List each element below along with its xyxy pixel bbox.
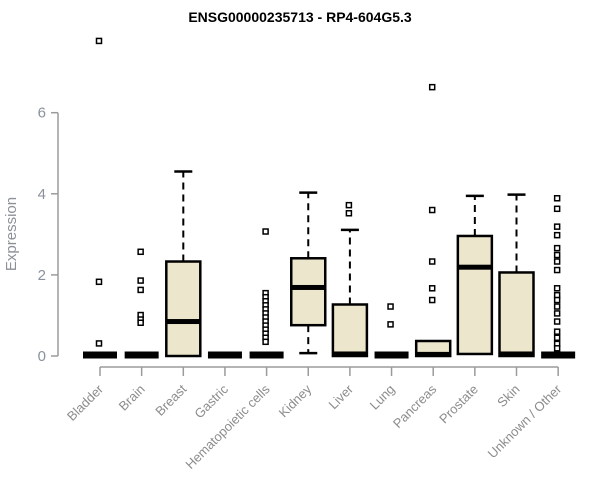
outlier-point	[553, 303, 561, 310]
outlier-point	[553, 328, 561, 335]
outlier-point	[428, 285, 436, 292]
outlier-point	[553, 244, 561, 252]
y-tick-label: 0	[38, 348, 46, 365]
outlier-point	[262, 228, 269, 235]
outlier-point	[428, 206, 436, 214]
box-Gastric	[207, 351, 242, 359]
outlier-point	[137, 277, 144, 284]
outlier-point	[553, 205, 561, 213]
x-category-label: Breast	[152, 381, 189, 418]
x-category-label: Unknown / Other	[485, 381, 565, 461]
median-line	[499, 351, 534, 357]
outlier-point	[553, 266, 561, 274]
x-category-label: Bladder	[64, 381, 107, 424]
outlier-point	[553, 195, 561, 202]
x-category-label: Prostate	[436, 382, 481, 427]
y-axis-label: Expression	[3, 197, 20, 271]
median-line	[416, 351, 451, 357]
outlier-point	[553, 345, 561, 352]
box-Lung	[374, 351, 409, 359]
x-category-label: Pancreas	[390, 381, 440, 431]
outlier-point	[262, 338, 269, 346]
outlier-point	[428, 258, 436, 265]
outlier-point	[137, 319, 144, 326]
outlier-point	[553, 223, 561, 230]
outlier-point	[553, 310, 561, 317]
median-line	[457, 264, 492, 270]
box-Unknown / Other	[541, 351, 576, 359]
x-category-label: Gastric	[191, 381, 231, 421]
y-tick-label: 4	[38, 186, 46, 203]
chart-title: ENSG00000235713 - RP4-604G5.3	[188, 9, 412, 25]
y-tick-label: 6	[38, 105, 46, 122]
box-Brain	[124, 351, 159, 359]
outlier-point	[428, 296, 436, 304]
outlier-point	[345, 210, 353, 217]
y-tick-label: 2	[38, 267, 46, 284]
outlier-point	[553, 258, 561, 265]
outlier-point	[387, 321, 394, 328]
x-category-label: Brain	[116, 382, 148, 414]
median-line	[166, 319, 201, 325]
x-category-label: Skin	[494, 382, 522, 410]
outlier-point	[137, 248, 144, 256]
box-Bladder	[83, 351, 117, 359]
outlier-point	[95, 37, 103, 45]
box-Skin	[498, 271, 535, 358]
outlier-point	[553, 318, 561, 325]
x-category-label: Liver	[325, 381, 356, 412]
x-category-label: Lung	[367, 382, 398, 413]
outlier-point	[553, 231, 561, 239]
box-Prostate	[456, 234, 494, 356]
outlier-point	[553, 296, 561, 304]
outlier-point	[137, 286, 144, 294]
outlier-point	[95, 340, 103, 347]
x-category-label: Kidney	[276, 381, 315, 420]
outlier-point	[387, 303, 394, 310]
box-Breast	[165, 260, 202, 358]
outlier-point	[553, 285, 561, 292]
outlier-point	[553, 334, 561, 342]
median-line	[291, 284, 326, 290]
median-line	[332, 351, 367, 357]
outlier-point	[95, 278, 103, 286]
box-Hematopoietic cells	[249, 351, 284, 359]
outlier-point	[428, 83, 436, 91]
box-Kidney	[290, 257, 327, 327]
box-Liver	[331, 303, 369, 358]
outlier-point	[553, 251, 561, 259]
outlier-point	[345, 201, 353, 209]
